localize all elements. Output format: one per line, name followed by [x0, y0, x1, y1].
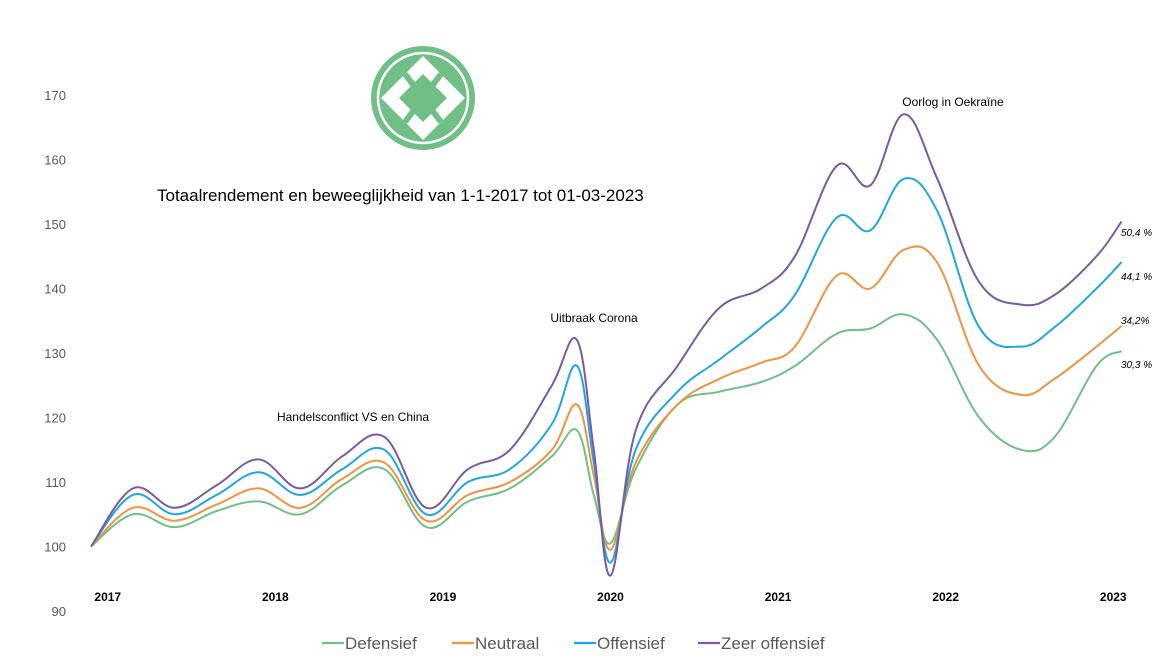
legend-label-defensief: Defensief [345, 634, 417, 653]
y-tick-label-130: 130 [44, 346, 66, 361]
end-label-offensief: 44,1 % [1121, 272, 1152, 283]
y-tick-label-100: 100 [44, 540, 66, 555]
legend-label-neutraal: Neutraal [475, 634, 539, 653]
x-tick-label-2020: 2020 [597, 590, 624, 604]
x-tick-label-2019: 2019 [430, 590, 457, 604]
annotation-trade-conflict: Handelsconflict VS en China [277, 410, 429, 424]
x-tick-label-2021: 2021 [765, 590, 792, 604]
y-tick-label-170: 170 [44, 88, 66, 103]
series-line-offensief [90, 177, 1123, 564]
x-tick-label-2023: 2023 [1100, 590, 1127, 604]
annotation-corona: Uitbraak Corona [550, 311, 638, 325]
legend-label-offensief: Offensief [597, 634, 665, 653]
legend-item-offensief: Offensief [574, 634, 665, 653]
x-tick-label-2022: 2022 [932, 590, 959, 604]
y-tick-label-90: 90 [52, 604, 66, 619]
series-line-defensief [90, 313, 1123, 548]
y-tick-label-140: 140 [44, 282, 66, 297]
series-line-neutraal [90, 245, 1123, 551]
series-layer [90, 113, 1123, 577]
end-label-zeer-offensief: 50,4 % [1121, 228, 1152, 239]
legend-item-zeer-offensief: Zeer offensief [698, 634, 825, 653]
legend-item-defensief: Defensief [322, 634, 417, 653]
legend-item-neutraal: Neutraal [452, 634, 539, 653]
x-axis: 2017 2018 2019 2020 2021 2022 2023 [94, 590, 1127, 604]
series-line-zeer-offensief [90, 113, 1123, 577]
annotation-ukraine-war: Oorlog in Oekraïne [902, 95, 1004, 109]
y-tick-label-120: 120 [44, 411, 66, 426]
legend: Defensief Neutraal Offensief Zeer offens… [322, 634, 825, 653]
y-tick-label-160: 160 [44, 153, 66, 168]
y-axis: 90 100 110 120 130 140 150 160 170 [44, 88, 66, 619]
chart-title: Totaalrendement en beweeglijkheid van 1-… [157, 186, 644, 205]
legend-label-zeer-offensief: Zeer offensief [721, 634, 825, 653]
end-label-defensief: 30,3 % [1121, 360, 1152, 371]
end-label-neutraal: 34,2% [1121, 316, 1149, 327]
x-tick-label-2017: 2017 [94, 590, 121, 604]
y-tick-label-150: 150 [44, 217, 66, 232]
x-tick-label-2018: 2018 [262, 590, 289, 604]
y-tick-label-110: 110 [45, 475, 66, 490]
logo [371, 46, 475, 150]
